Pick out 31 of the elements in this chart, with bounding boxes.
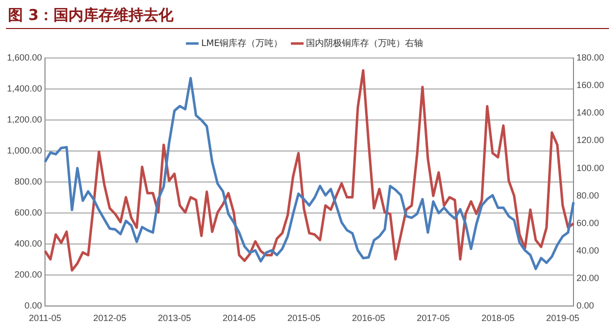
x-tick-label: 2017-05: [416, 313, 450, 324]
y-tick-label: 1,200.00: [6, 114, 42, 125]
y-tick-label: 600.00: [14, 208, 42, 218]
y2-tick-label: 40.00: [576, 246, 600, 256]
legend-label: 国内阴极铜库存（万吨）右轴: [306, 38, 424, 49]
y2-tick-label: 80.00: [576, 190, 600, 200]
x-tick-label: 2012-05: [93, 313, 126, 324]
y-tick-label: 400.00: [14, 238, 42, 249]
x-tick-label: 2015-05: [287, 313, 320, 324]
y2-tick-label: 160.00: [576, 80, 604, 90]
y2-tick-label: 100.00: [576, 162, 604, 173]
legend-label: LME铜库存（万吨）: [201, 38, 283, 49]
y-tick-label: 1,000.00: [6, 146, 42, 156]
y-tick-label: 200.00: [14, 270, 42, 280]
x-tick-label: 2016-05: [352, 313, 386, 324]
y2-tick-label: 140.00: [576, 108, 604, 118]
x-tick-label: 2011-05: [28, 313, 62, 324]
x-tick-label: 2013-05: [158, 313, 191, 324]
x-tick-label: 2018-05: [481, 313, 514, 324]
x-tick-label: 2019-05: [546, 313, 580, 324]
y-tick-label: 800.00: [14, 176, 42, 187]
y-tick-label: 1,400.00: [6, 84, 42, 94]
y2-tick-label: 120.00: [576, 135, 604, 146]
y2-tick-label: 60.00: [576, 218, 600, 228]
y2-tick-label: 20.00: [576, 273, 600, 284]
y2-tick-label: 180.00: [576, 52, 604, 62]
chart-title: 图 3：国内库存维持去化: [6, 4, 609, 29]
x-tick-label: 2014-05: [222, 313, 256, 324]
y-tick-label: 0.00: [24, 300, 42, 311]
y-tick-label: 1,600.00: [6, 52, 42, 62]
y2-tick-label: 0.00: [576, 300, 594, 311]
